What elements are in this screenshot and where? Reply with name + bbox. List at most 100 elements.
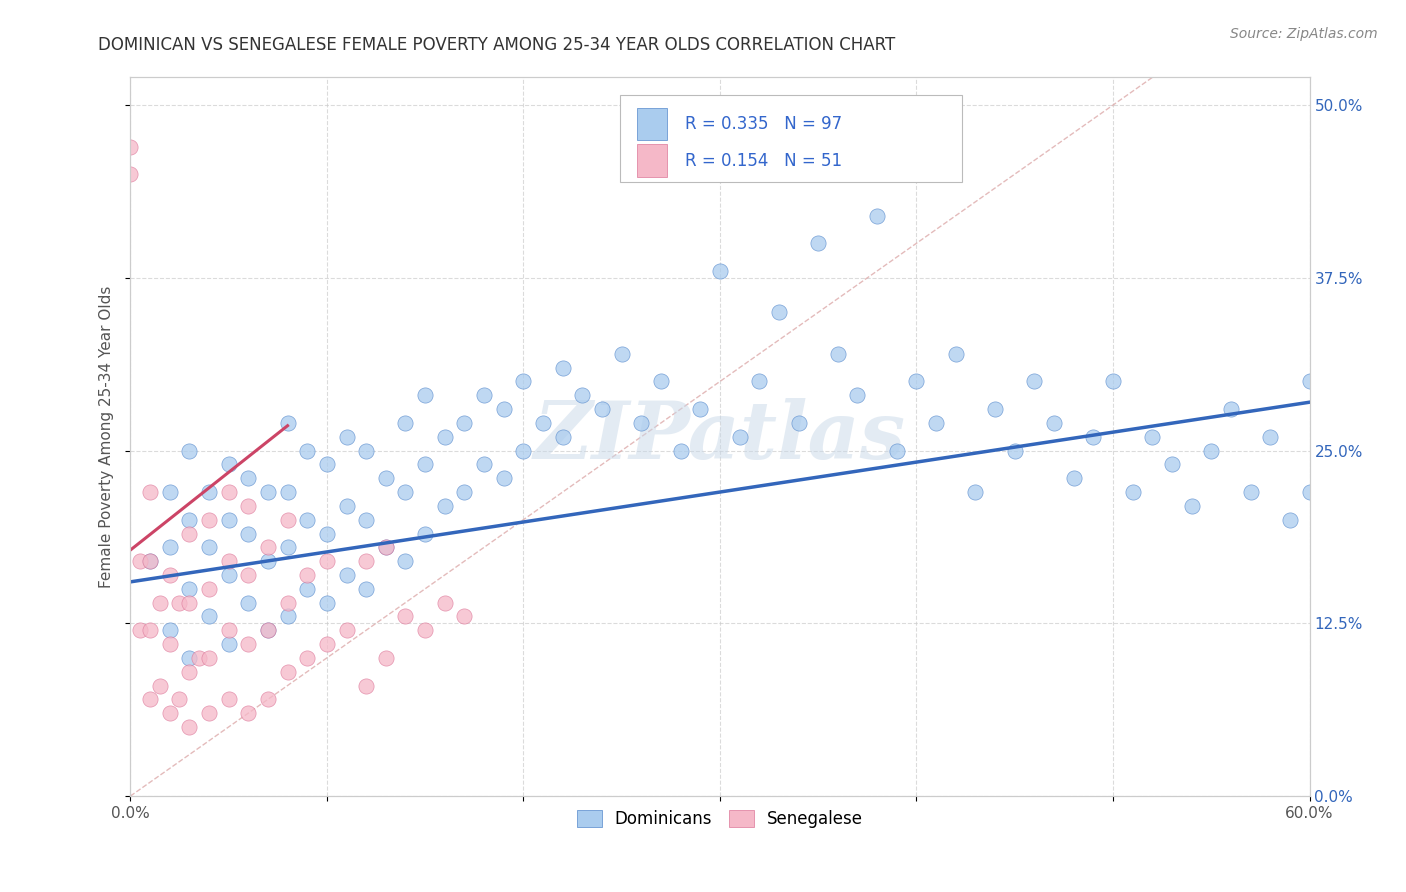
Point: [198, 609, 221, 624]
Text: DOMINICAN VS SENEGALESE FEMALE POVERTY AMONG 25-34 YEAR OLDS CORRELATION CHART: DOMINICAN VS SENEGALESE FEMALE POVERTY A…: [98, 36, 896, 54]
Point: [453, 485, 475, 500]
Point: [218, 485, 240, 500]
Point: [159, 541, 181, 555]
Point: [433, 430, 456, 444]
Point: [159, 568, 181, 582]
Point: [374, 541, 396, 555]
Point: [315, 596, 337, 610]
Point: [159, 485, 181, 500]
Point: [335, 430, 357, 444]
Point: [965, 485, 987, 500]
Point: [295, 568, 318, 582]
Point: [551, 430, 574, 444]
Point: [198, 541, 221, 555]
Text: Source: ZipAtlas.com: Source: ZipAtlas.com: [1230, 27, 1378, 41]
Point: [610, 347, 633, 361]
Legend: Dominicans, Senegalese: Dominicans, Senegalese: [569, 803, 870, 835]
Point: [394, 554, 416, 568]
Point: [1298, 375, 1320, 389]
Point: [295, 651, 318, 665]
Point: [374, 651, 396, 665]
Point: [159, 624, 181, 638]
Point: [394, 609, 416, 624]
Point: [925, 416, 948, 430]
Point: [472, 458, 495, 472]
Point: [257, 485, 280, 500]
Point: [218, 637, 240, 651]
Point: [238, 471, 260, 485]
Point: [169, 692, 191, 706]
Text: ZIPatlas: ZIPatlas: [534, 398, 905, 475]
Point: [984, 402, 1007, 417]
Text: R = 0.335   N = 97: R = 0.335 N = 97: [685, 115, 842, 133]
Point: [315, 458, 337, 472]
Point: [354, 443, 377, 458]
Point: [159, 637, 181, 651]
Point: [1161, 458, 1184, 472]
Point: [374, 541, 396, 555]
Point: [257, 624, 280, 638]
Point: [257, 624, 280, 638]
Point: [277, 513, 299, 527]
Point: [257, 541, 280, 555]
Point: [1181, 499, 1204, 513]
Point: [120, 139, 142, 153]
Point: [149, 679, 172, 693]
Point: [1043, 416, 1066, 430]
Point: [277, 541, 299, 555]
FancyBboxPatch shape: [637, 145, 666, 177]
Point: [139, 624, 162, 638]
Point: [129, 624, 152, 638]
Text: R = 0.154   N = 51: R = 0.154 N = 51: [685, 152, 842, 169]
Point: [120, 167, 142, 181]
Point: [1083, 430, 1105, 444]
Point: [198, 513, 221, 527]
Point: [198, 582, 221, 596]
Point: [748, 375, 770, 389]
Point: [218, 554, 240, 568]
Point: [315, 526, 337, 541]
Point: [335, 624, 357, 638]
Point: [1278, 513, 1301, 527]
Point: [179, 526, 201, 541]
Point: [846, 388, 869, 402]
Point: [354, 582, 377, 596]
Point: [1004, 443, 1026, 458]
Point: [571, 388, 593, 402]
Point: [413, 458, 436, 472]
Point: [238, 596, 260, 610]
Point: [218, 692, 240, 706]
Point: [277, 665, 299, 679]
Point: [139, 485, 162, 500]
Point: [1142, 430, 1164, 444]
Point: [257, 692, 280, 706]
Point: [277, 485, 299, 500]
Point: [827, 347, 849, 361]
Point: [512, 375, 534, 389]
Point: [1199, 443, 1222, 458]
Point: [179, 596, 201, 610]
Point: [159, 706, 181, 721]
Point: [768, 305, 790, 319]
Point: [218, 458, 240, 472]
Point: [551, 360, 574, 375]
Point: [129, 554, 152, 568]
Point: [1063, 471, 1085, 485]
Point: [413, 526, 436, 541]
Point: [179, 651, 201, 665]
Point: [1239, 485, 1261, 500]
Point: [709, 264, 731, 278]
Point: [139, 554, 162, 568]
Point: [453, 609, 475, 624]
Point: [198, 651, 221, 665]
Point: [689, 402, 711, 417]
Point: [413, 624, 436, 638]
Point: [807, 236, 830, 251]
Point: [591, 402, 613, 417]
FancyBboxPatch shape: [620, 95, 962, 182]
Point: [238, 568, 260, 582]
Point: [179, 443, 201, 458]
Y-axis label: Female Poverty Among 25-34 Year Olds: Female Poverty Among 25-34 Year Olds: [100, 285, 114, 588]
Point: [188, 651, 211, 665]
Point: [669, 443, 692, 458]
